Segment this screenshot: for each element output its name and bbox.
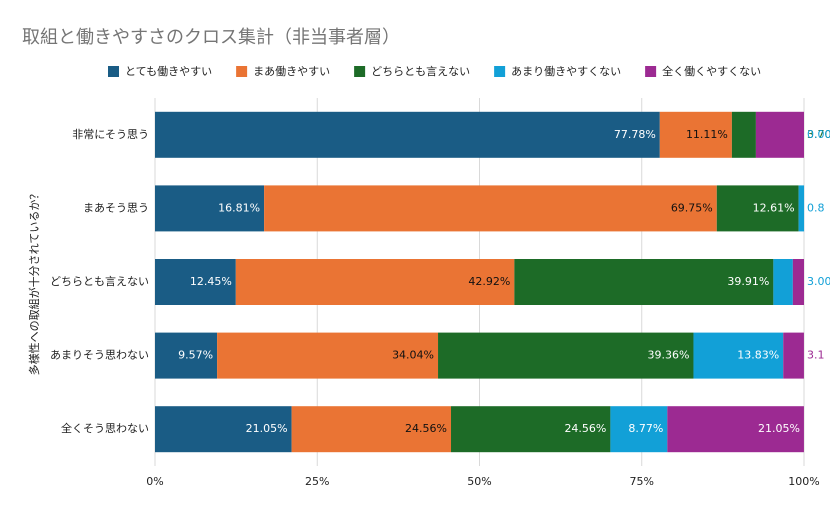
bar-segment bbox=[235, 259, 515, 305]
bar-segment bbox=[155, 111, 660, 158]
y-tick-label: どちらとも言えない bbox=[50, 275, 149, 288]
bar-segment bbox=[773, 259, 793, 305]
bar-segment bbox=[291, 406, 452, 453]
legend-label: とても働きやすい bbox=[125, 65, 212, 78]
data-label: 77.78% bbox=[614, 128, 656, 141]
data-label: 69.75% bbox=[671, 201, 713, 214]
chart-title: 取組と働きやすさのクロス集計（非当事者層） bbox=[22, 27, 400, 48]
x-tick-label: 50% bbox=[467, 475, 491, 488]
data-label: 16.81% bbox=[218, 201, 260, 214]
data-label: 39.91% bbox=[727, 275, 769, 288]
bar-segment bbox=[716, 185, 799, 232]
x-tick-label: 100% bbox=[788, 475, 819, 488]
bar-segment bbox=[155, 406, 292, 453]
bar-segment bbox=[514, 259, 774, 305]
legend-swatch bbox=[645, 66, 657, 77]
bar-segment bbox=[798, 185, 805, 232]
y-tick-label: まあそう思う bbox=[83, 201, 149, 214]
x-tick-label: 25% bbox=[305, 475, 329, 488]
bar-segment bbox=[731, 111, 756, 158]
data-label: 13.83% bbox=[737, 349, 779, 362]
data-label: 24.56% bbox=[564, 422, 606, 435]
data-label: 12.45% bbox=[190, 275, 232, 288]
y-tick-label: 全くそう思わない bbox=[61, 421, 149, 435]
data-label: 0.8 bbox=[807, 201, 825, 214]
bar-segment bbox=[155, 332, 218, 379]
bar-segment bbox=[693, 332, 784, 379]
data-label: 11.11% bbox=[686, 128, 728, 141]
data-label: 3.1 bbox=[807, 349, 825, 362]
y-axis-title: 多様性への取組が十分されているか？ bbox=[27, 189, 41, 376]
legend-swatch bbox=[494, 66, 506, 77]
data-label: 9.57% bbox=[178, 349, 213, 362]
bar-segment bbox=[438, 332, 694, 379]
legend-swatch bbox=[354, 66, 366, 77]
data-label: 34.04% bbox=[392, 349, 434, 362]
legend-swatch bbox=[108, 66, 119, 77]
data-label: 42.92% bbox=[468, 275, 510, 288]
bar-segment bbox=[264, 185, 717, 232]
bar-segment bbox=[783, 332, 804, 379]
data-label: 0.00 bbox=[807, 128, 830, 141]
bar-segment bbox=[155, 185, 265, 232]
x-tick-label: 0% bbox=[146, 475, 163, 488]
bar-segment bbox=[451, 406, 611, 453]
bar-segment bbox=[667, 406, 804, 453]
bar-segment bbox=[792, 259, 804, 305]
legend-swatch bbox=[236, 66, 248, 77]
x-tick-label: 75% bbox=[630, 475, 654, 488]
bar-segment bbox=[659, 111, 732, 158]
data-label: 3.00 bbox=[807, 275, 830, 288]
legend-label: あまり働きやすくない bbox=[511, 65, 621, 78]
data-label: 39.36% bbox=[648, 349, 690, 362]
data-label: 12.61% bbox=[753, 201, 795, 214]
legend-label: まあ働きやすい bbox=[253, 65, 330, 78]
legend-label: どちらとも言えない bbox=[371, 65, 470, 78]
legend-label: 全く働くやすくない bbox=[662, 64, 761, 78]
bar-segment bbox=[755, 111, 804, 158]
bar-segment bbox=[610, 406, 668, 453]
data-label: 21.05% bbox=[246, 422, 288, 435]
bar-segment bbox=[155, 259, 236, 305]
data-label: 24.56% bbox=[405, 422, 447, 435]
y-tick-label: 非常にそう思う bbox=[72, 128, 149, 141]
data-label: 3.70% bbox=[807, 128, 830, 141]
data-label: 21.05% bbox=[758, 422, 800, 435]
bar-segment bbox=[217, 332, 439, 379]
data-label: 8.77% bbox=[628, 422, 663, 435]
y-tick-label: あまりそう思わない bbox=[50, 349, 149, 362]
